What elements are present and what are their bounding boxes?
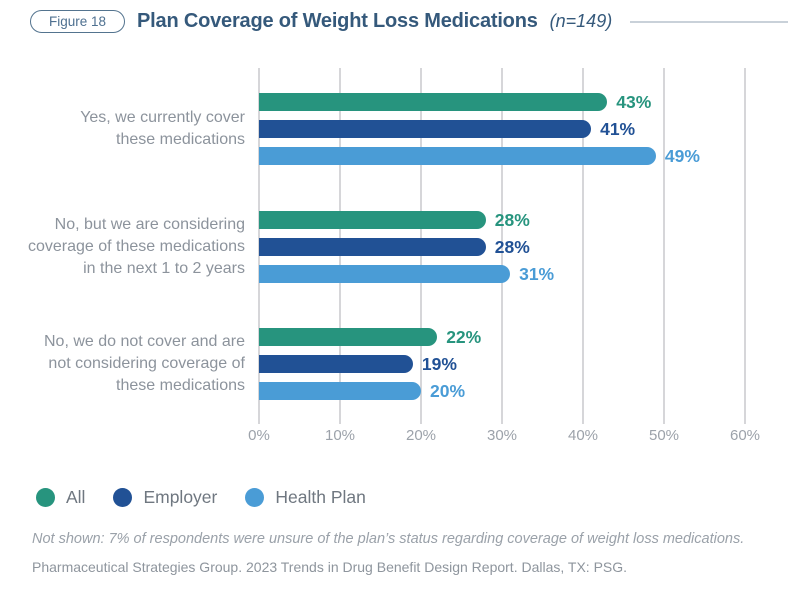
- bar-value-label: 28%: [494, 209, 530, 230]
- legend-label: All: [66, 487, 86, 507]
- bar-row: 31%: [259, 263, 555, 284]
- bar-value-label: 41%: [600, 118, 636, 139]
- legend-swatch-circle: [113, 488, 133, 507]
- category-label-line: not considering coverage of: [48, 355, 245, 372]
- sample-size-note: (n=149): [549, 11, 613, 31]
- category-label-line: coverage of these medications: [27, 238, 245, 255]
- x-axis-tick-label: 30%: [486, 427, 518, 444]
- category-label-line: these medications: [116, 131, 245, 148]
- legend-item-all: All: [36, 487, 85, 508]
- figure-number-badge: Figure 18: [30, 10, 126, 33]
- x-axis-tick-label: 20%: [405, 427, 437, 444]
- footnote-not-shown: Not shown: 7% of respondents were unsure…: [32, 531, 745, 547]
- bar-all: [259, 328, 438, 346]
- bar-row: 20%: [259, 380, 466, 401]
- bar-row: 22%: [259, 326, 482, 347]
- bar-row: 49%: [259, 145, 700, 166]
- bar-health-plan: [259, 265, 511, 283]
- x-axis-tick-label: 0%: [248, 427, 270, 444]
- bar-value-label: 31%: [519, 263, 555, 284]
- bar-all: [259, 211, 486, 229]
- category-label: Yes, we currently cover these medications: [16, 87, 245, 171]
- x-axis-tick-label: 50%: [648, 427, 680, 444]
- footnote-source-citation: Pharmaceutical Strategies Group. 2023 Tr…: [32, 559, 628, 575]
- figure-title: Plan Coverage of Weight Loss Medications: [137, 10, 538, 32]
- category-label-line: Yes, we currently cover: [80, 109, 245, 126]
- legend-label: Health Plan: [275, 487, 366, 507]
- bar-value-label: 19%: [421, 353, 457, 374]
- plot-area: 43% 41% 49% 28% 28% 31% 22% 19% 20%: [258, 68, 746, 424]
- legend-item-employer: Employer: [113, 487, 217, 508]
- legend-swatch-circle: [245, 488, 265, 507]
- x-axis-tick-label: 60%: [729, 427, 761, 444]
- bar-employer: [259, 120, 592, 138]
- category-label-line: No, but we are considering: [54, 216, 245, 233]
- bar-employer: [259, 355, 413, 373]
- bar-row: 43%: [259, 91, 652, 112]
- bar-row: 19%: [259, 353, 457, 374]
- header-divider-line: [630, 20, 788, 23]
- bar-value-label: 22%: [446, 326, 482, 347]
- category-label-line: these medications: [116, 377, 245, 394]
- category-label: No, but we are considering coverage of th…: [16, 205, 245, 289]
- category-label-line: No, we do not cover and are: [43, 333, 245, 350]
- gridline-30%: [501, 68, 503, 424]
- gridline-50%: [663, 68, 665, 424]
- x-axis-tick-label: 40%: [567, 427, 599, 444]
- x-axis-tick-label: 10%: [324, 427, 356, 444]
- bar-row: 28%: [259, 236, 530, 257]
- bar-row: 41%: [259, 118, 636, 139]
- legend-item-health-plan: Health Plan: [245, 487, 366, 508]
- bar-value-label: 20%: [430, 380, 466, 401]
- bar-value-label: 43%: [616, 91, 652, 112]
- bar-health-plan: [259, 147, 656, 165]
- bar-employer: [259, 238, 486, 256]
- figure-header: Figure 18 Plan Coverage of Weight Loss M…: [30, 10, 788, 33]
- gridline-60%: [744, 68, 746, 424]
- gridline-40%: [582, 68, 584, 424]
- bar-value-label: 28%: [494, 236, 530, 257]
- bar-value-label: 49%: [664, 145, 700, 166]
- legend-swatch-circle: [36, 488, 55, 507]
- category-label-line: in the next 1 to 2 years: [83, 260, 245, 277]
- bar-row: 28%: [259, 209, 530, 230]
- chart-legend: All Employer Health Plan: [36, 487, 366, 508]
- bar-health-plan: [259, 382, 421, 400]
- legend-label: Employer: [143, 487, 218, 507]
- category-label: No, we do not cover and are not consideri…: [16, 322, 245, 406]
- bar-all: [259, 93, 608, 111]
